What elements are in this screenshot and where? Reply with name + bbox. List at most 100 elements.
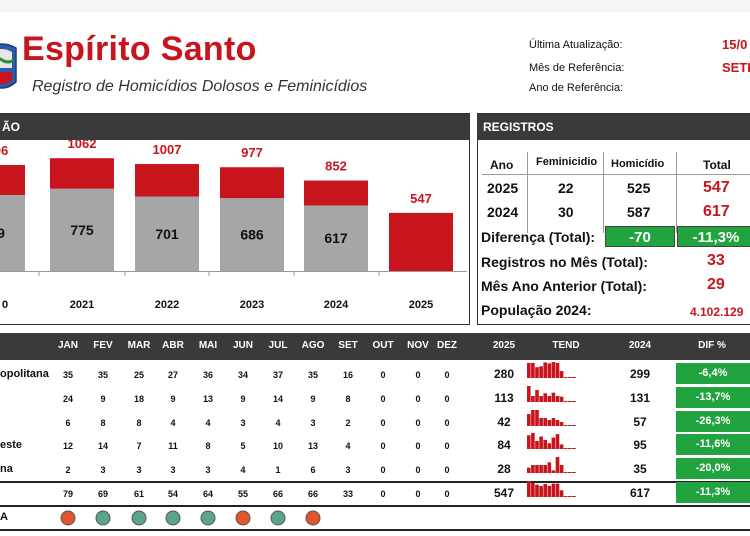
spark-bar (539, 396, 543, 402)
spark-bar (551, 470, 556, 473)
month-cell: 14 (97, 441, 109, 451)
status-dot (270, 510, 286, 526)
month-cell: 11 (168, 441, 178, 451)
month-cell: 0 (415, 441, 421, 451)
row-dif-percent: -11,6% (676, 434, 750, 455)
region-row-label: opolitana (0, 368, 49, 380)
spark-bar (551, 418, 556, 426)
month-cell: 0 (380, 394, 386, 404)
col-header-mar: MAR (127, 340, 151, 351)
bar-base-2024 (304, 205, 368, 271)
spark-bar (555, 483, 560, 497)
spark-bar (539, 366, 543, 378)
page-title: Espírito Santo (22, 30, 257, 68)
last-update-label: Última Atualização: (529, 39, 623, 51)
spark-bar (527, 435, 531, 449)
row-dif-percent: -6,4% (676, 363, 750, 384)
month-total-cell: 66 (272, 489, 284, 499)
registros-total-2025: 547 (703, 179, 730, 196)
bar-total-2021: 1062 (68, 140, 97, 151)
col-header-mai: MAI (198, 340, 218, 351)
bar-top-2022 (135, 164, 199, 197)
bar-label-base-2021: 775 (70, 222, 94, 238)
month-cell: 35 (97, 370, 109, 380)
month-cell: 0 (415, 418, 421, 428)
month-cell: 2 (65, 465, 71, 475)
bar-base-2022 (135, 196, 199, 271)
top-strip (0, 0, 750, 12)
month-cell: 12 (62, 441, 74, 451)
spark-bar (555, 396, 560, 402)
status-dot (200, 510, 216, 526)
spark-bar (551, 483, 556, 497)
col-header-nov: NOV (407, 340, 429, 351)
row-total-2025: 42 (497, 415, 511, 429)
month-cell: 9 (310, 394, 316, 404)
spark-bar (572, 377, 576, 378)
spark-bar (539, 465, 543, 473)
month-cell: 3 (170, 465, 176, 475)
trend-sparkline (527, 433, 576, 449)
region-row-label: na (0, 463, 13, 475)
registros-total-2024: 617 (703, 203, 730, 220)
spark-bar (547, 443, 552, 449)
chart-panel-title: ÃO (0, 114, 469, 140)
grand-total-2025: 547 (493, 486, 515, 500)
row-total-2024: 95 (633, 438, 647, 452)
mes-ano-anterior-value: 29 (707, 276, 725, 293)
month-cell: 6 (310, 465, 316, 475)
spark-bar (555, 457, 560, 473)
page-subtitle: Registro de Homicídios Dolosos e Feminic… (32, 78, 368, 95)
month-cell: 6 (65, 418, 71, 428)
spark-bar (563, 377, 568, 378)
populacao-label: População 2024: (481, 302, 592, 318)
bar-total-2024: 852 (325, 159, 347, 174)
table-divider (0, 505, 750, 507)
spark-bar (559, 444, 564, 449)
x-tick-2025: 2025 (409, 299, 433, 311)
bar-label-base-2020: 9 (0, 225, 5, 241)
spark-bar (559, 396, 564, 402)
populacao-value: 4.102.129 (690, 305, 744, 319)
month-cell: 18 (133, 394, 145, 404)
spark-bar (563, 472, 568, 473)
spark-bar (543, 418, 547, 426)
month-cell: 3 (240, 418, 246, 428)
registros-header-ano: Ano (490, 158, 514, 172)
month-cell: 9 (170, 394, 176, 404)
row-total-2024: 299 (629, 367, 651, 381)
col-header-jun: JUN (232, 340, 254, 351)
month-cell: 3 (100, 465, 106, 475)
month-cell: 4 (205, 418, 211, 428)
bar-base-2023 (220, 198, 284, 271)
status-dot (131, 510, 147, 526)
col-header-2025: 2025 (492, 340, 516, 351)
spark-bar (543, 484, 547, 497)
spark-bar (543, 393, 547, 402)
spark-bar (568, 401, 572, 402)
month-cell: 0 (444, 418, 450, 428)
col-header-dez: DEZ (437, 340, 457, 351)
status-dot (60, 510, 76, 526)
bar-total-2023: 977 (241, 145, 263, 160)
spark-bar (531, 433, 535, 449)
spark-bar (543, 439, 547, 449)
divider (482, 174, 750, 175)
divider (603, 152, 604, 233)
table-divider (0, 481, 750, 483)
registros-panel-title: REGISTROS (478, 114, 750, 140)
month-cell: 9 (100, 394, 106, 404)
spark-bar (559, 422, 564, 426)
spark-bar (547, 363, 552, 378)
status-dot (305, 510, 321, 526)
spark-bar (568, 496, 572, 497)
spark-bar (568, 448, 572, 449)
row-total-2024: 57 (633, 415, 647, 429)
month-total-cell: 54 (167, 489, 179, 499)
registros-header-homicidio: Homicídio (611, 158, 665, 170)
bar-top-2025 (389, 212, 453, 271)
spark-bar (547, 485, 552, 497)
spark-bar (572, 496, 576, 497)
x-tick-2023: 2023 (240, 299, 264, 311)
grand-total-2024: 617 (629, 486, 651, 500)
